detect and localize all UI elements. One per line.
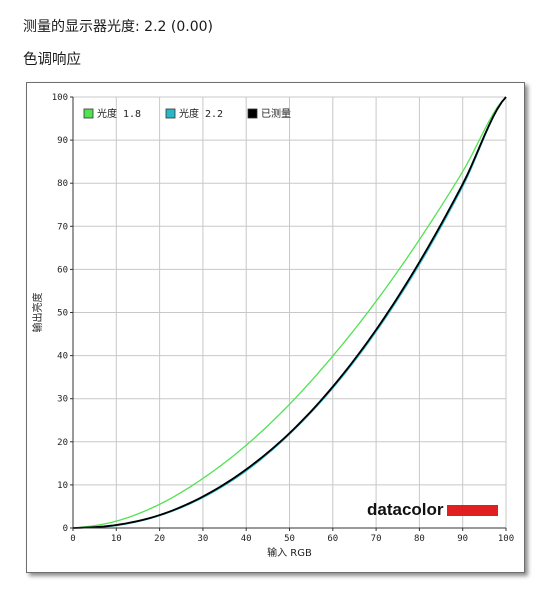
x-tick-label: 0	[70, 534, 75, 544]
x-tick-label: 50	[284, 534, 295, 544]
datacolor-logo: datacolor	[367, 500, 498, 519]
y-tick-label: 30	[57, 395, 68, 405]
series-line-gamma-1-8	[72, 96, 507, 529]
x-tick-label: 70	[371, 534, 382, 544]
y-tick-label: 70	[57, 222, 68, 232]
y-tick-label: 60	[57, 265, 68, 275]
x-tick-label: 80	[414, 534, 425, 544]
chart-curves	[72, 96, 507, 529]
series-line-measured	[72, 96, 507, 529]
chart-axes	[70, 96, 507, 531]
measured-gamma-label: 测量的显示器光度: 2.2 (0.00)	[23, 19, 213, 35]
legend-label-gamma-1-8: 光度 1.8	[97, 107, 141, 120]
x-tick-label: 10	[111, 534, 122, 544]
x-tick-label: 40	[241, 534, 252, 544]
datacolor-logo-bar	[447, 505, 498, 516]
chart-canvas: 0 10 20 30 40 50 60 70 80 90 100 0 10 20 30 40 50 60 70 80 9…	[31, 93, 514, 559]
legend-label-gamma-2-2: 光度 2.2	[179, 107, 223, 120]
tone-response-chart: 0 10 20 30 40 50 60 70 80 90 100 0 10 20 30 40 50 60 70 80 9…	[26, 82, 525, 573]
y-tick-label: 20	[57, 438, 68, 448]
y-tick-label: 100	[52, 93, 68, 103]
chart-tick-labels: 0 10 20 30 40 50 60 70 80 90 100 0 10 20 30 40 50 60 70 80 9…	[52, 93, 514, 544]
y-tick-label: 0	[63, 524, 68, 534]
y-tick-label: 80	[57, 179, 68, 189]
legend-key-gamma-1-8	[83, 108, 94, 119]
x-tick-label: 60	[327, 534, 338, 544]
x-tick-label: 30	[197, 534, 208, 544]
chart-legend: 光度 1.8 光度 2.2 已测量	[83, 107, 291, 120]
chart-grid	[72, 96, 507, 529]
y-tick-label: 10	[57, 481, 68, 491]
y-tick-label: 50	[57, 309, 68, 319]
y-axis-title: 输出亮度	[31, 293, 44, 333]
y-tick-label: 40	[57, 352, 68, 362]
x-tick-label: 100	[498, 534, 514, 544]
x-tick-label: 20	[154, 534, 165, 544]
y-tick-label: 90	[57, 136, 68, 146]
x-tick-label: 90	[457, 534, 468, 544]
x-axis-title: 输入 RGB	[267, 546, 312, 559]
legend-key-measured	[247, 108, 258, 119]
legend-label-measured: 已测量	[261, 107, 291, 120]
legend-key-gamma-2-2	[165, 108, 176, 119]
datacolor-logo-text: datacolor	[367, 500, 444, 519]
section-title: 色调响应	[23, 52, 81, 68]
